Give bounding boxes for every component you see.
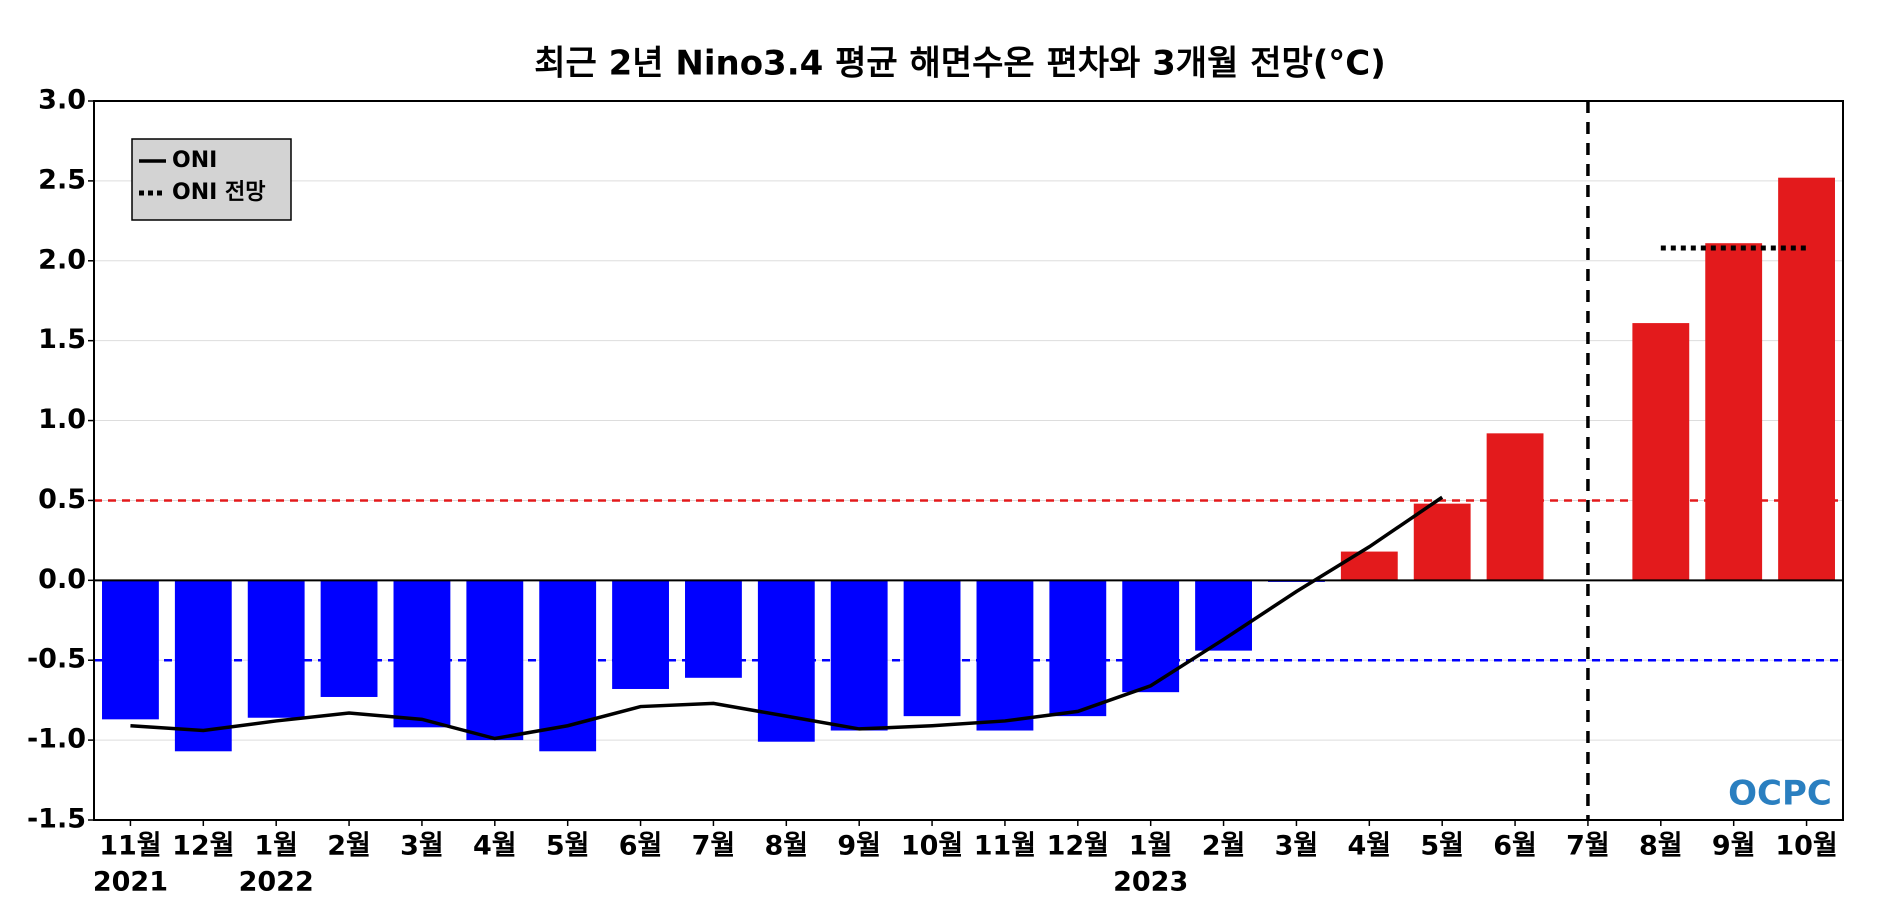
x-tick-label: 7월 [1566, 831, 1610, 862]
legend-box [131, 138, 292, 221]
legend-label: ONI [172, 148, 217, 173]
x-tick-label: 5월 [546, 831, 590, 862]
bar [1340, 551, 1398, 581]
bar [393, 580, 451, 728]
logo: OCPC [1728, 774, 1832, 814]
bar [1486, 433, 1544, 581]
x-tick-label: 9월 [837, 831, 881, 862]
y-tick-label: 1.0 [38, 404, 86, 435]
x-tick-label: 6월 [619, 831, 663, 862]
x-tick-label: 4월 [1347, 831, 1391, 862]
bar [102, 580, 159, 720]
plot-area [94, 101, 1843, 820]
bar [830, 580, 888, 731]
x-year-label: 2022 [239, 867, 314, 898]
y-tick-label: -1.0 [27, 724, 86, 755]
y-tick-label: -0.5 [27, 644, 86, 675]
legend-label: ONI 전망 [172, 180, 265, 205]
bar [1122, 580, 1180, 693]
bar [1049, 580, 1107, 717]
bar [174, 580, 232, 752]
bar [976, 580, 1034, 731]
bar [466, 580, 524, 741]
bar [903, 580, 961, 717]
x-tick-label: 10월 [901, 831, 963, 862]
x-tick-label: 6월 [1493, 831, 1537, 862]
y-tick-label: 3.0 [38, 85, 86, 116]
bar [247, 580, 305, 718]
bar [685, 580, 742, 678]
y-tick-label: 2.5 [38, 164, 86, 195]
x-tick-label: 4월 [473, 831, 517, 862]
x-tick-label: 12월 [172, 831, 234, 862]
x-tick-label: 1월 [254, 831, 298, 862]
bar [320, 580, 378, 697]
y-tick-label: -1.5 [27, 804, 86, 835]
bar [1632, 323, 1690, 581]
x-tick-label: 5월 [1420, 831, 1464, 862]
x-tick-label: 3월 [400, 831, 444, 862]
x-tick-label: 1월 [1129, 831, 1173, 862]
plot-frame [93, 100, 1844, 821]
legend: ONI ONI 전망 [131, 138, 292, 221]
y-tick-label: 1.5 [38, 324, 86, 355]
x-tick-label: 8월 [764, 831, 808, 862]
x-tick-label: 3월 [1275, 831, 1319, 862]
line-series [130, 495, 1444, 741]
x-tick-label: 2월 [327, 831, 371, 862]
y-tick-label: 0.0 [38, 564, 86, 595]
x-tick-label: 10월 [1775, 831, 1837, 862]
x-year-label: 2023 [1113, 867, 1188, 898]
x-tick-label: 7월 [692, 831, 736, 862]
y-tick-label: 0.5 [38, 484, 86, 515]
chart-title: 최근 2년 Nino3.4 평균 해면수온 편차와 3개월 전망(°C) [534, 44, 1386, 84]
x-tick-label: 11월 [99, 831, 161, 862]
bar [1778, 177, 1835, 581]
x-tick-label: 11월 [974, 831, 1036, 862]
bar [1413, 503, 1471, 581]
bar [612, 580, 669, 689]
x-tick-label: 9월 [1712, 831, 1756, 862]
x-year-label: 2021 [93, 867, 168, 898]
x-tick-label: 8월 [1639, 831, 1683, 862]
x-tick-label: 12월 [1047, 831, 1109, 862]
x-tick-label: 2월 [1202, 831, 1246, 862]
bar [539, 580, 597, 752]
y-tick-label: 2.0 [38, 244, 86, 275]
bar [1705, 243, 1763, 581]
